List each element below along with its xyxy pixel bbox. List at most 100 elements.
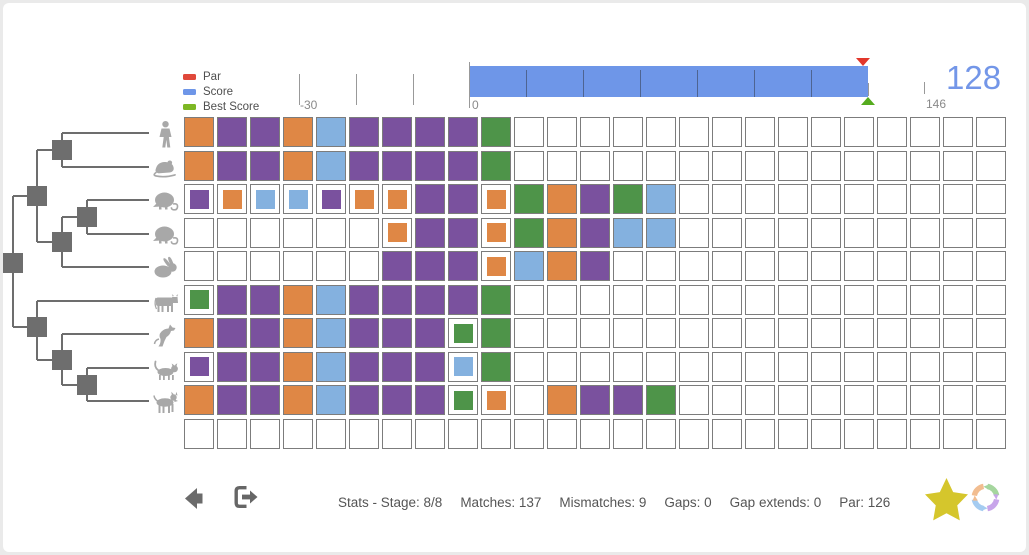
tile-blue[interactable] [317,386,345,414]
tile-green[interactable] [515,218,543,247]
tile-purple[interactable] [416,352,444,381]
tile-orange[interactable] [486,189,506,209]
tile-purple[interactable] [251,285,279,314]
tile-purple[interactable] [218,319,246,347]
tile-blue[interactable] [453,357,473,376]
tile-purple[interactable] [218,285,246,314]
tile-blue[interactable] [647,218,675,247]
tile-purple[interactable] [383,118,411,146]
tile-blue[interactable] [255,189,275,209]
tile-green[interactable] [453,390,473,410]
tile-purple[interactable] [350,151,378,180]
tile-green[interactable] [482,151,510,180]
tile-orange[interactable] [222,189,242,209]
tile-orange[interactable] [486,390,506,410]
tile-blue[interactable] [317,118,345,146]
speaker-icon[interactable] [185,487,204,510]
tile-orange[interactable] [185,386,213,414]
tile-purple[interactable] [218,118,246,146]
tile-orange[interactable] [548,252,576,280]
star-icon[interactable] [925,478,968,521]
tile-purple[interactable] [189,189,209,209]
tile-purple[interactable] [189,357,209,376]
tile-green[interactable] [482,352,510,381]
tile-purple[interactable] [218,151,246,180]
tile-green[interactable] [189,290,209,309]
tile-orange[interactable] [284,352,312,381]
tile-purple[interactable] [383,285,411,314]
tile-purple[interactable] [321,189,341,209]
tile-blue[interactable] [317,151,345,180]
tile-purple[interactable] [416,319,444,347]
tile-purple[interactable] [350,285,378,314]
tile-blue[interactable] [317,319,345,347]
tile-green[interactable] [647,386,675,414]
tile-orange[interactable] [387,189,407,209]
tile-purple[interactable] [416,285,444,314]
tile-purple[interactable] [581,218,609,247]
tile-purple[interactable] [383,352,411,381]
tile-purple[interactable] [251,151,279,180]
tile-purple[interactable] [383,151,411,180]
tile-orange[interactable] [284,151,312,180]
tile-green[interactable] [614,185,642,213]
tile-orange[interactable] [387,223,407,242]
tile-orange[interactable] [354,189,374,209]
tile-purple[interactable] [416,151,444,180]
tile-purple[interactable] [383,252,411,280]
tile-blue[interactable] [288,189,308,209]
tile-blue[interactable] [515,252,543,280]
tile-purple[interactable] [449,252,477,280]
tile-purple[interactable] [350,352,378,381]
tile-orange[interactable] [185,118,213,146]
tile-orange[interactable] [486,223,506,242]
tile-green[interactable] [482,118,510,146]
tile-orange[interactable] [284,386,312,414]
tile-purple[interactable] [416,218,444,247]
tile-purple[interactable] [449,118,477,146]
tile-purple[interactable] [383,319,411,347]
tile-purple[interactable] [581,185,609,213]
tile-blue[interactable] [317,352,345,381]
tile-purple[interactable] [449,185,477,213]
tile-purple[interactable] [416,118,444,146]
tile-orange[interactable] [548,386,576,414]
tile-purple[interactable] [251,319,279,347]
tile-purple[interactable] [350,386,378,414]
tile-purple[interactable] [383,386,411,414]
tile-purple[interactable] [581,386,609,414]
tile-purple[interactable] [251,352,279,381]
tile-purple[interactable] [614,386,642,414]
tile-purple[interactable] [251,386,279,414]
tile-purple[interactable] [449,285,477,314]
tile-purple[interactable] [350,319,378,347]
color-cycle-icon[interactable] [969,481,1002,514]
tile-purple[interactable] [416,185,444,213]
tile-orange[interactable] [284,319,312,347]
tile-orange[interactable] [486,256,506,276]
tile-purple[interactable] [449,151,477,180]
tile-purple[interactable] [218,386,246,414]
tile-blue[interactable] [614,218,642,247]
tile-purple[interactable] [416,252,444,280]
tile-orange[interactable] [185,319,213,347]
tile-purple[interactable] [449,218,477,247]
tile-green[interactable] [482,319,510,347]
tile-green[interactable] [453,323,473,343]
tile-purple[interactable] [581,252,609,280]
exit-icon[interactable] [231,483,259,511]
tree-nodes[interactable] [3,140,97,395]
tile-blue[interactable] [317,285,345,314]
tile-orange[interactable] [548,218,576,247]
tile-purple[interactable] [350,118,378,146]
tile-orange[interactable] [548,185,576,213]
tile-orange[interactable] [185,151,213,180]
tile-green[interactable] [482,285,510,314]
tile-purple[interactable] [251,118,279,146]
tile-purple[interactable] [218,352,246,381]
tile-purple[interactable] [416,386,444,414]
tile-green[interactable] [515,185,543,213]
tile-blue[interactable] [647,185,675,213]
tile-orange[interactable] [284,118,312,146]
tile-orange[interactable] [284,285,312,314]
